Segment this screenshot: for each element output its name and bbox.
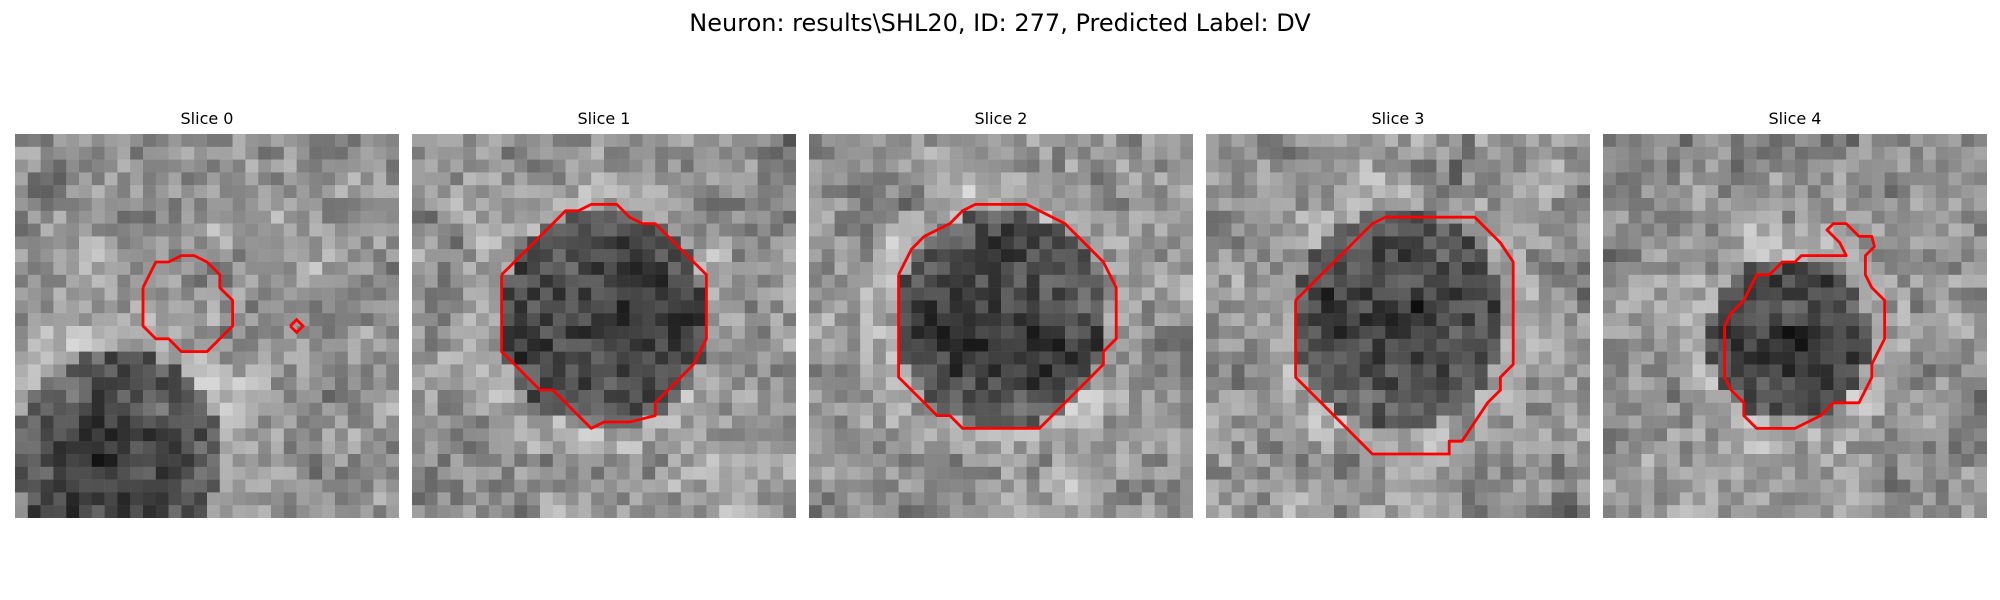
slice-image xyxy=(809,134,1193,518)
pixel-grid xyxy=(15,134,399,518)
slice-panel-2: Slice 2 xyxy=(809,108,1193,518)
slice-title: Slice 4 xyxy=(1603,108,1987,130)
slice-image xyxy=(15,134,399,518)
slice-title: Slice 1 xyxy=(412,108,796,130)
slice-panel-1: Slice 1 xyxy=(412,108,796,518)
pixel-grid xyxy=(1603,134,1987,518)
slice-title: Slice 3 xyxy=(1206,108,1590,130)
slice-title: Slice 0 xyxy=(15,108,399,130)
slice-title: Slice 2 xyxy=(809,108,1193,130)
pixel-grid xyxy=(412,134,796,518)
figure-title: Neuron: results\SHL20, ID: 277, Predicte… xyxy=(0,6,2000,40)
slice-panel-0: Slice 0 xyxy=(15,108,399,518)
slice-image xyxy=(1206,134,1590,518)
pixel-grid xyxy=(1206,134,1590,518)
slice-panel-4: Slice 4 xyxy=(1603,108,1987,518)
slice-image xyxy=(412,134,796,518)
pixel-grid xyxy=(809,134,1193,518)
slice-image xyxy=(1603,134,1987,518)
slice-panel-3: Slice 3 xyxy=(1206,108,1590,518)
